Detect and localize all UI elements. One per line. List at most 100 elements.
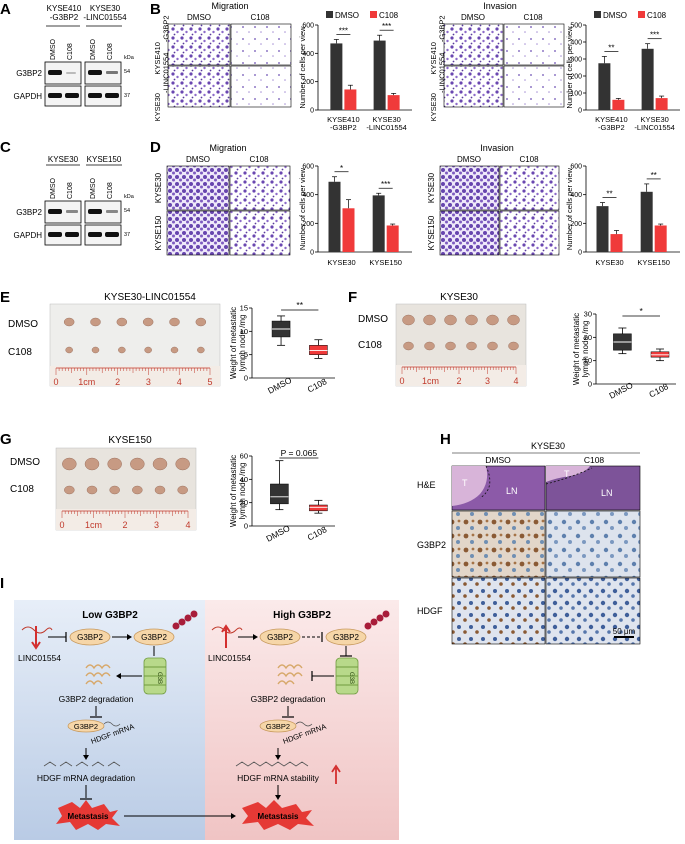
y-axis-title: Number of cells per view (565, 167, 574, 250)
i-left-title: Low G3BP2 (82, 610, 138, 621)
y-tick-label: 200 (570, 221, 582, 228)
y-tick-label: 600 (570, 164, 582, 171)
i-right-g3bp2-1: G3BP2 (267, 633, 293, 642)
i-left-outcome: HDGF mRNA degradation (37, 773, 136, 783)
lymph-node-nodule (84, 457, 100, 471)
e-row-1: DMSO (8, 319, 38, 330)
h-col-2: C108 (584, 455, 605, 465)
significance-label: *** (382, 22, 391, 31)
panel-letter-i: I (0, 575, 4, 592)
b-migration-title: Migration (211, 1, 248, 11)
category-label: KYSE30 (595, 258, 623, 267)
g-title: KYSE150 (108, 435, 152, 446)
i-right-degraded-protein (277, 664, 303, 686)
i-left-metastasis: Metastasis (68, 812, 109, 821)
y-tick-label: 400 (570, 40, 582, 47)
y-tick-label: 0 (588, 380, 592, 389)
i-right-g3bp2-2: G3BP2 (333, 633, 359, 642)
category-label: C108 (306, 376, 329, 394)
ruler-label: 0 (59, 520, 64, 530)
ruler-label: 1cm (85, 520, 102, 530)
h-scalebar-label: 50 μm (613, 627, 636, 636)
significance-label: * (340, 164, 343, 173)
blot-a-kda-1: 54 (124, 69, 130, 75)
blot-c-lane-1: DMSO (50, 177, 57, 199)
box-dmso (270, 483, 289, 505)
blot-c-lane-2: C108 (67, 182, 74, 199)
i-right-outcome: HDGF mRNA stability (237, 773, 319, 783)
lymph-node-nodule (175, 457, 190, 471)
significance-label: ** (296, 300, 303, 310)
significance-label: *** (381, 180, 390, 189)
category-label: DMSO (607, 380, 635, 401)
lymph-node-nodule (169, 317, 180, 327)
histology-h: KYSE30 DMSO C108 H&E G3BP2 HDGF T LN T L… (417, 441, 641, 645)
i-right-title: High G3BP2 (273, 610, 331, 621)
i-left-g3bp2-1: G3BP2 (77, 633, 103, 642)
i-left-degraded-protein (85, 664, 111, 686)
bar-c108 (344, 89, 357, 110)
panel-letter-h: H (440, 431, 451, 448)
y-tick-label: 600 (302, 23, 314, 30)
h-row-2: G3BP2 (417, 540, 446, 550)
y-tick-label: 400 (302, 51, 314, 58)
y-tick-label: 0 (244, 522, 248, 531)
d-migration-col-1: DMSO (186, 155, 210, 164)
bar-dmso (596, 206, 609, 252)
lymph-node-nodule (177, 485, 188, 495)
d-invasion-row-2: KYSE150 (427, 215, 436, 250)
y-tick-label: 400 (570, 192, 582, 199)
panel-letter-f: F (348, 289, 357, 306)
i-right-ubiquitin-chain (364, 610, 390, 630)
lymph-node-nodule (107, 457, 122, 471)
ruler-label: 4 (177, 377, 182, 387)
category-label: KYSE410 -G3BP2 (595, 115, 628, 132)
lymph-node-nodule (116, 317, 128, 327)
xenograft-photo-e: KYSE30-LINC01554 DMSO C108 0 1cm 2 3 4 5 (8, 292, 221, 387)
ruler-label: 0 (53, 377, 58, 387)
i-left-proteasome: G3B (143, 657, 167, 695)
i-left-g3bp2-3: G3BP2 (74, 722, 98, 731)
y-axis-title: Weight of metastaticlymph node /mg (572, 313, 590, 385)
blot-a-protein-2: GAPDH (14, 92, 43, 101)
micrographs-b-migration: Migration DMSO C108 KYSE410-G3BP2 KYSE30… (153, 1, 292, 121)
y-tick-label: 400 (302, 192, 314, 199)
y-tick-label: 200 (570, 74, 582, 81)
h-region-t-1: T (462, 478, 468, 488)
lymph-node-nodule (508, 341, 519, 351)
box-c108 (309, 504, 328, 512)
d-invasion-col-2: C108 (519, 155, 539, 164)
lymph-node-nodule (195, 317, 207, 327)
lymph-node-nodule (109, 485, 120, 495)
ruler-label: 4 (513, 376, 518, 386)
i-left-g3bp2-2: G3BP2 (141, 633, 167, 642)
lymph-node-nodule (63, 317, 75, 327)
bar-dmso (372, 195, 385, 252)
bar-dmso (640, 191, 653, 252)
b-migration-col-2: C108 (250, 13, 270, 22)
panel-letter-d: D (150, 139, 161, 156)
y-tick-label: 0 (310, 250, 314, 257)
h-row-1: H&E (417, 480, 436, 490)
h-col-1: DMSO (485, 455, 511, 465)
blot-c-cellline-1: KYSE30 (48, 155, 79, 164)
panel-letter-b: B (150, 1, 161, 18)
blot-c-lane-4: C108 (107, 182, 114, 199)
legend-swatch (638, 11, 645, 18)
b-invasion-row-1: KYSE410-G3BP2 (429, 15, 446, 74)
y-tick-label: 60 (240, 452, 248, 461)
blot-c-protein-1: G3BP2 (16, 208, 42, 217)
category-label: C108 (306, 524, 329, 542)
lymph-node-nodule (423, 314, 436, 326)
bar-dmso (330, 43, 343, 110)
lymph-node-nodule (507, 314, 520, 326)
significance-label: ** (608, 43, 614, 52)
blot-a: KYSE410 -G3BP2 KYSE30 -LINC01554 DMSO C108… (14, 4, 135, 107)
lymph-node-nodule (64, 485, 75, 495)
g-row-2: C108 (10, 484, 34, 495)
y-tick-label: 10 (240, 327, 248, 336)
